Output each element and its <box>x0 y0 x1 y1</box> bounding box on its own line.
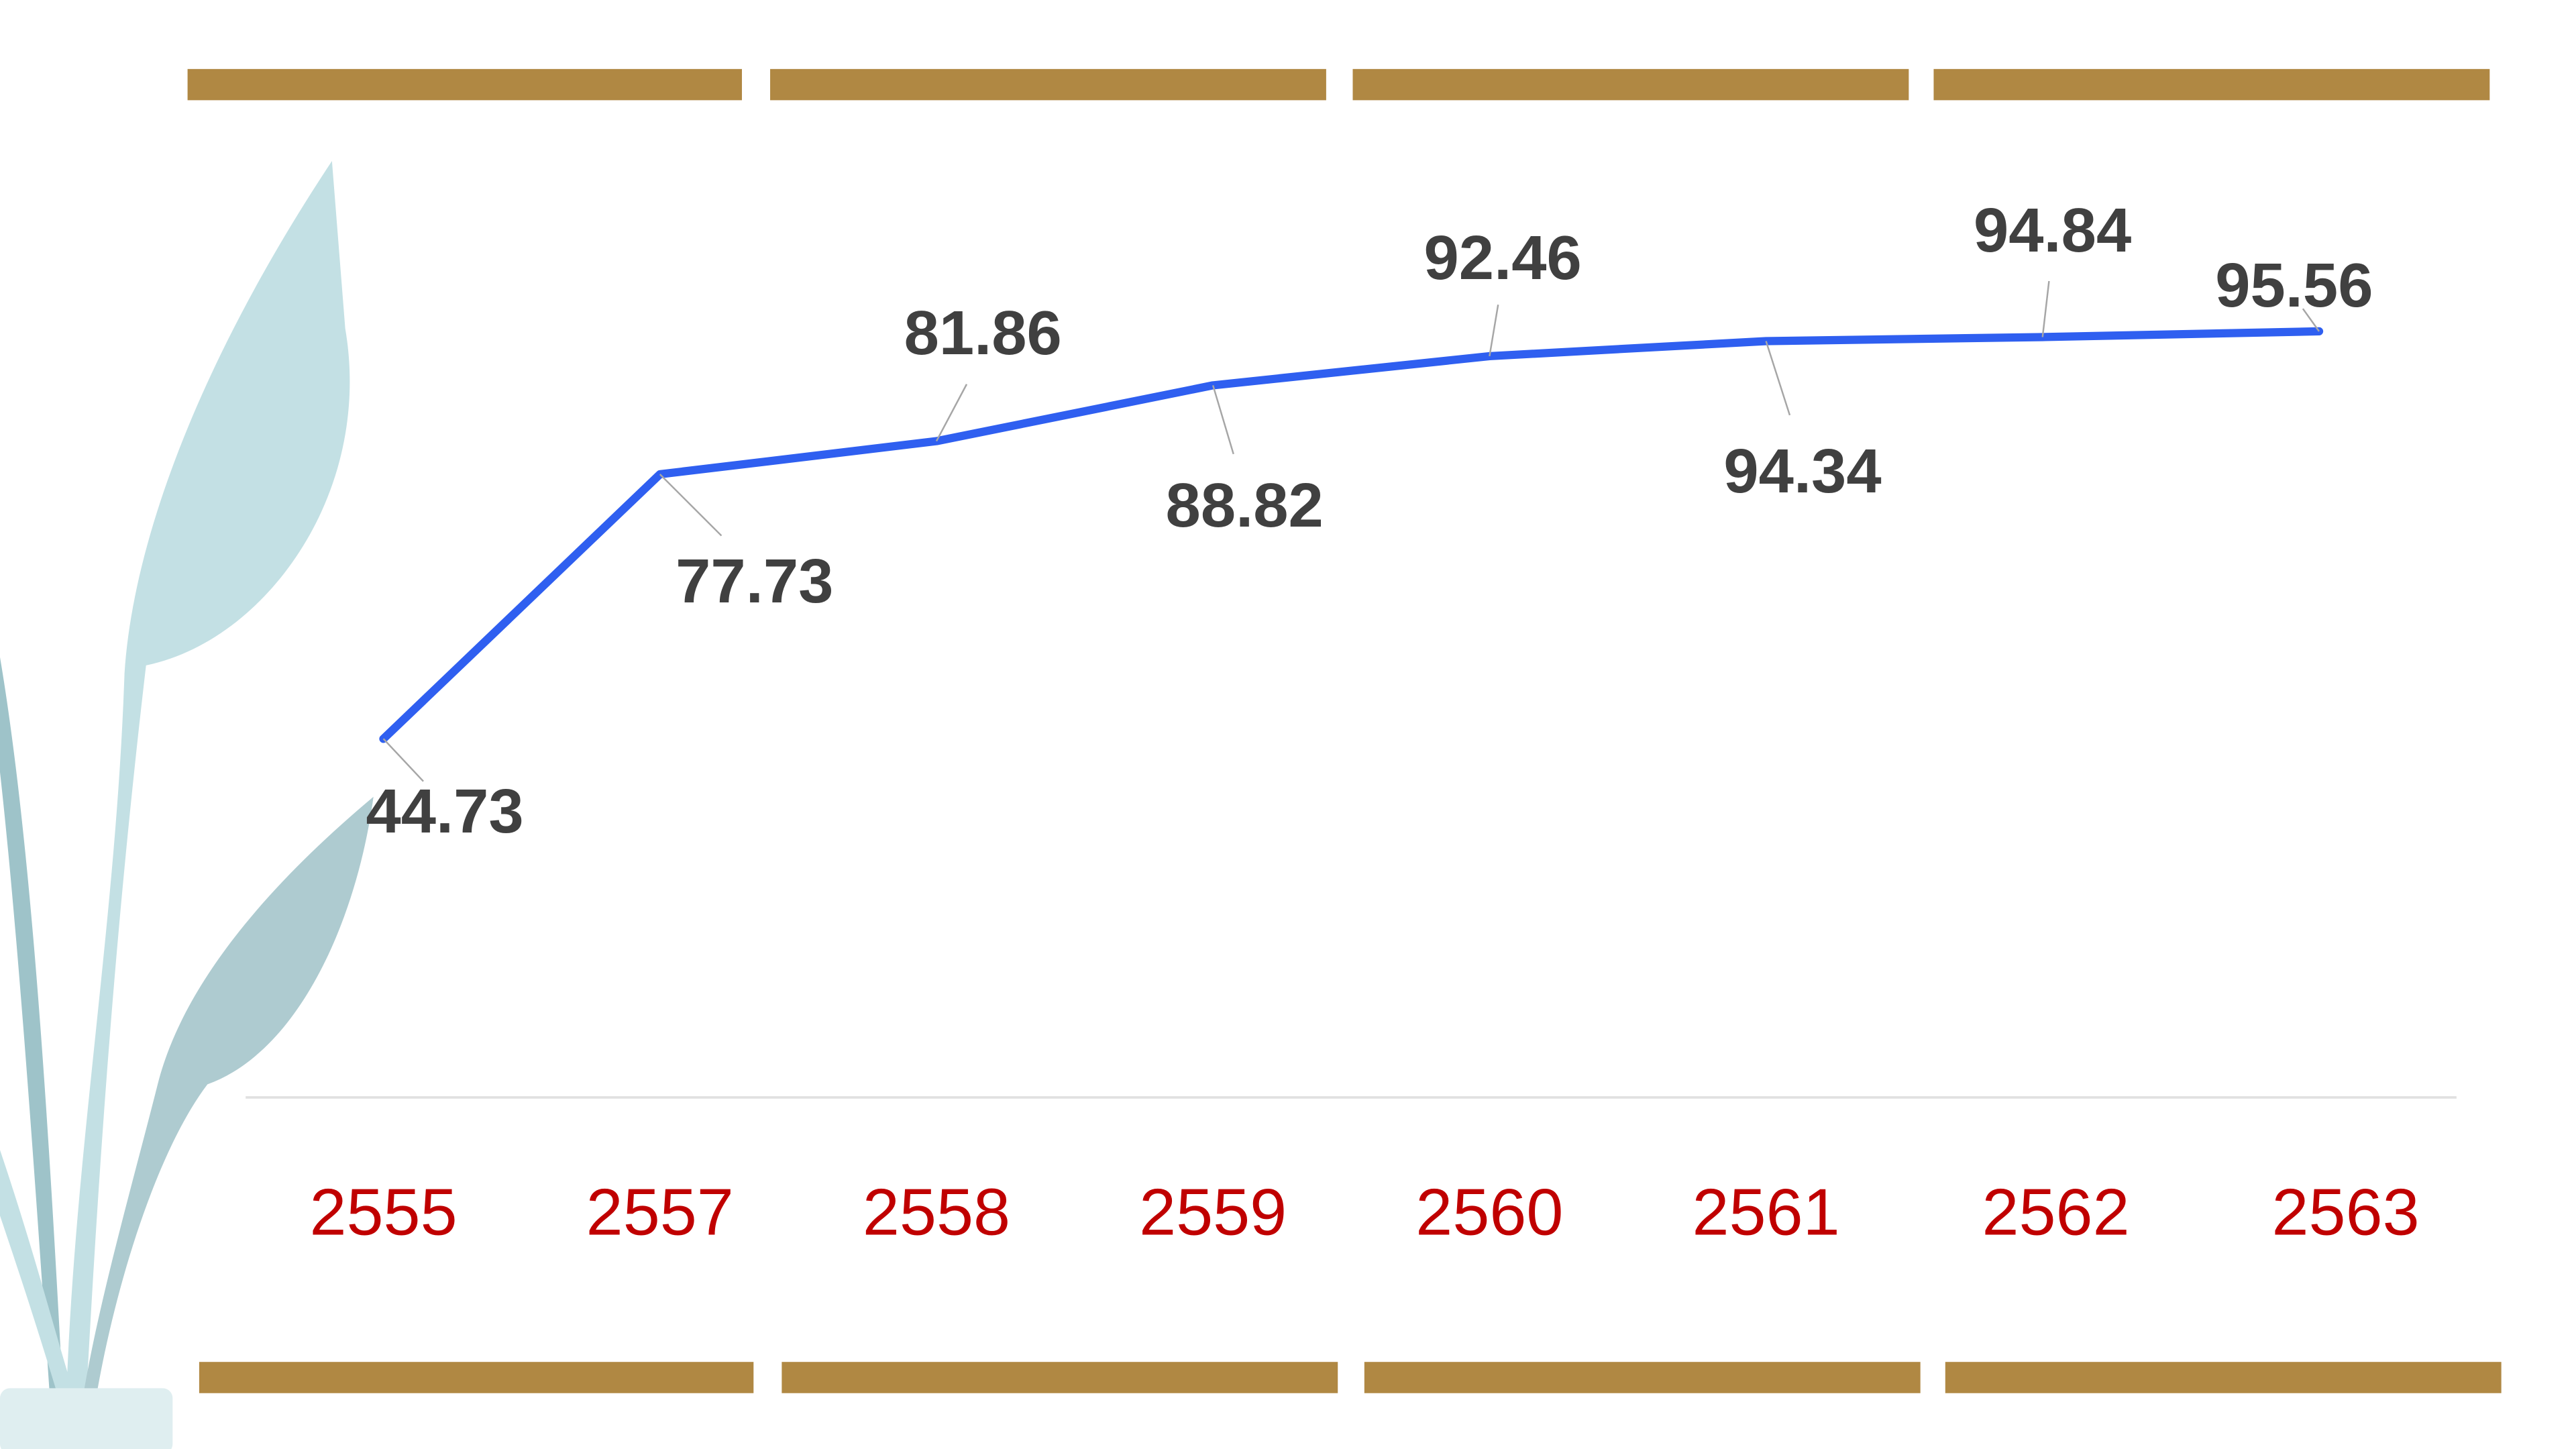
leader-line <box>2302 308 2320 332</box>
data-line <box>379 327 2324 743</box>
data-label: 88.82 <box>1166 470 1324 540</box>
leader-line <box>382 738 424 782</box>
gold-bars <box>187 68 2502 1393</box>
leader-line <box>1212 385 1234 455</box>
leader-line <box>935 384 968 442</box>
x-tick-label: 2562 <box>1982 1175 2130 1248</box>
data-label: 94.34 <box>1723 435 1881 505</box>
leader-line <box>659 474 722 537</box>
x-tick-label: 2561 <box>1693 1175 1840 1248</box>
leader-line <box>2041 280 2050 337</box>
data-label: 77.73 <box>676 546 833 616</box>
x-tick-label: 2560 <box>1415 1175 1563 1248</box>
data-label: 81.86 <box>904 297 1062 367</box>
leader-line <box>1765 341 1791 416</box>
x-tick-label: 2557 <box>586 1175 734 1248</box>
leader-line <box>1489 304 1499 357</box>
x-tick-label: 2563 <box>2272 1175 2420 1248</box>
data-label: 95.56 <box>2215 250 2373 320</box>
data-label: 44.73 <box>366 775 523 845</box>
plant-decoration <box>0 161 374 1449</box>
data-label: 94.84 <box>1974 195 2131 265</box>
x-tick-label: 2555 <box>309 1175 457 1248</box>
data-label: 92.46 <box>1424 222 1582 292</box>
x-tick-label: 2558 <box>863 1175 1010 1248</box>
x-tick-label: 2559 <box>1139 1175 1287 1248</box>
